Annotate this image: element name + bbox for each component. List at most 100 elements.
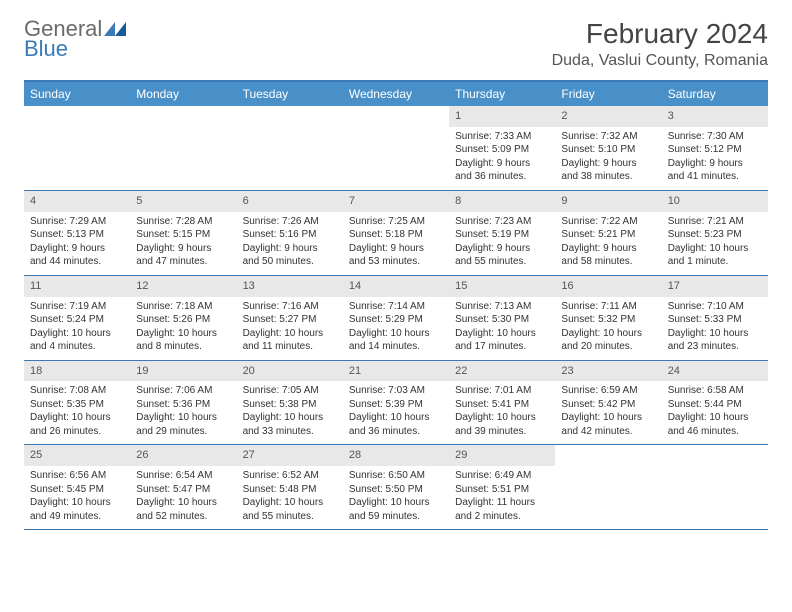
sunset-text: Sunset: 5:26 PM <box>136 313 230 327</box>
sunset-text: Sunset: 5:10 PM <box>561 143 655 157</box>
sunset-text: Sunset: 5:41 PM <box>455 398 549 412</box>
day-content: Sunrise: 7:13 AMSunset: 5:30 PMDaylight:… <box>449 297 555 360</box>
day-cell-empty <box>555 445 661 529</box>
day-number: 10 <box>662 191 768 212</box>
sunrise-text: Sunrise: 7:06 AM <box>136 384 230 398</box>
day-content: Sunrise: 7:30 AMSunset: 5:12 PMDaylight:… <box>662 127 768 190</box>
day-content: Sunrise: 6:49 AMSunset: 5:51 PMDaylight:… <box>449 466 555 529</box>
sunrise-text: Sunrise: 7:21 AM <box>668 215 762 229</box>
daylight-text: Daylight: 9 hours <box>561 242 655 256</box>
day-cell: 14Sunrise: 7:14 AMSunset: 5:29 PMDayligh… <box>343 276 449 360</box>
sunset-text: Sunset: 5:23 PM <box>668 228 762 242</box>
day-cell-empty <box>237 106 343 190</box>
day-number: 11 <box>24 276 130 297</box>
day-cell: 26Sunrise: 6:54 AMSunset: 5:47 PMDayligh… <box>130 445 236 529</box>
sunset-text: Sunset: 5:32 PM <box>561 313 655 327</box>
daylight-text: and 17 minutes. <box>455 340 549 354</box>
sunrise-text: Sunrise: 7:13 AM <box>455 300 549 314</box>
day-cell-empty <box>130 106 236 190</box>
day-cell: 19Sunrise: 7:06 AMSunset: 5:36 PMDayligh… <box>130 361 236 445</box>
daylight-text: Daylight: 10 hours <box>349 411 443 425</box>
day-cell: 1Sunrise: 7:33 AMSunset: 5:09 PMDaylight… <box>449 106 555 190</box>
day-cell: 24Sunrise: 6:58 AMSunset: 5:44 PMDayligh… <box>662 361 768 445</box>
day-cell: 13Sunrise: 7:16 AMSunset: 5:27 PMDayligh… <box>237 276 343 360</box>
day-content: Sunrise: 7:19 AMSunset: 5:24 PMDaylight:… <box>24 297 130 360</box>
sunset-text: Sunset: 5:38 PM <box>243 398 337 412</box>
sunrise-text: Sunrise: 7:16 AM <box>243 300 337 314</box>
day-content: Sunrise: 6:59 AMSunset: 5:42 PMDaylight:… <box>555 381 661 444</box>
daylight-text: and 4 minutes. <box>30 340 124 354</box>
day-content: Sunrise: 7:29 AMSunset: 5:13 PMDaylight:… <box>24 212 130 275</box>
sunrise-text: Sunrise: 6:59 AM <box>561 384 655 398</box>
sunrise-text: Sunrise: 7:29 AM <box>30 215 124 229</box>
daylight-text: Daylight: 9 hours <box>455 157 549 171</box>
daylight-text: Daylight: 10 hours <box>136 496 230 510</box>
day-cell: 22Sunrise: 7:01 AMSunset: 5:41 PMDayligh… <box>449 361 555 445</box>
daylight-text: and 33 minutes. <box>243 425 337 439</box>
day-content: Sunrise: 7:14 AMSunset: 5:29 PMDaylight:… <box>343 297 449 360</box>
day-number: 16 <box>555 276 661 297</box>
daylight-text: and 50 minutes. <box>243 255 337 269</box>
day-number: 12 <box>130 276 236 297</box>
week-row: 4Sunrise: 7:29 AMSunset: 5:13 PMDaylight… <box>24 191 768 276</box>
daylight-text: Daylight: 10 hours <box>30 411 124 425</box>
day-number: 4 <box>24 191 130 212</box>
daylight-text: Daylight: 10 hours <box>668 242 762 256</box>
sunset-text: Sunset: 5:13 PM <box>30 228 124 242</box>
day-cell: 2Sunrise: 7:32 AMSunset: 5:10 PMDaylight… <box>555 106 661 190</box>
day-content: Sunrise: 7:21 AMSunset: 5:23 PMDaylight:… <box>662 212 768 275</box>
weekday-friday: Friday <box>555 82 661 106</box>
sunrise-text: Sunrise: 6:58 AM <box>668 384 762 398</box>
day-cell: 11Sunrise: 7:19 AMSunset: 5:24 PMDayligh… <box>24 276 130 360</box>
daylight-text: and 38 minutes. <box>561 170 655 184</box>
day-number: 24 <box>662 361 768 382</box>
daylight-text: and 2 minutes. <box>455 510 549 524</box>
sunset-text: Sunset: 5:44 PM <box>668 398 762 412</box>
daylight-text: Daylight: 10 hours <box>349 327 443 341</box>
day-number: 20 <box>237 361 343 382</box>
daylight-text: and 11 minutes. <box>243 340 337 354</box>
sunset-text: Sunset: 5:12 PM <box>668 143 762 157</box>
daylight-text: Daylight: 10 hours <box>30 327 124 341</box>
day-cell: 18Sunrise: 7:08 AMSunset: 5:35 PMDayligh… <box>24 361 130 445</box>
weekday-sunday: Sunday <box>24 82 130 106</box>
daylight-text: Daylight: 11 hours <box>455 496 549 510</box>
day-number: 27 <box>237 445 343 466</box>
day-cell: 16Sunrise: 7:11 AMSunset: 5:32 PMDayligh… <box>555 276 661 360</box>
day-number: 28 <box>343 445 449 466</box>
title-block: February 2024 Duda, Vaslui County, Roman… <box>552 18 768 70</box>
sunrise-text: Sunrise: 7:19 AM <box>30 300 124 314</box>
sunrise-text: Sunrise: 6:52 AM <box>243 469 337 483</box>
daylight-text: and 36 minutes. <box>349 425 443 439</box>
sunset-text: Sunset: 5:19 PM <box>455 228 549 242</box>
sunrise-text: Sunrise: 7:03 AM <box>349 384 443 398</box>
sunrise-text: Sunrise: 7:10 AM <box>668 300 762 314</box>
day-content: Sunrise: 7:26 AMSunset: 5:16 PMDaylight:… <box>237 212 343 275</box>
daylight-text: Daylight: 10 hours <box>243 327 337 341</box>
sunrise-text: Sunrise: 6:50 AM <box>349 469 443 483</box>
day-number: 17 <box>662 276 768 297</box>
day-number: 21 <box>343 361 449 382</box>
weekday-tuesday: Tuesday <box>237 82 343 106</box>
day-cell: 12Sunrise: 7:18 AMSunset: 5:26 PMDayligh… <box>130 276 236 360</box>
daylight-text: and 8 minutes. <box>136 340 230 354</box>
day-number: 15 <box>449 276 555 297</box>
daylight-text: and 1 minute. <box>668 255 762 269</box>
sunrise-text: Sunrise: 7:23 AM <box>455 215 549 229</box>
sunrise-text: Sunrise: 7:28 AM <box>136 215 230 229</box>
daylight-text: and 41 minutes. <box>668 170 762 184</box>
day-content: Sunrise: 7:32 AMSunset: 5:10 PMDaylight:… <box>555 127 661 190</box>
day-content: Sunrise: 6:54 AMSunset: 5:47 PMDaylight:… <box>130 466 236 529</box>
day-number: 1 <box>449 106 555 127</box>
day-content: Sunrise: 6:56 AMSunset: 5:45 PMDaylight:… <box>24 466 130 529</box>
daylight-text: Daylight: 10 hours <box>243 411 337 425</box>
daylight-text: Daylight: 10 hours <box>243 496 337 510</box>
weekday-monday: Monday <box>130 82 236 106</box>
day-cell: 5Sunrise: 7:28 AMSunset: 5:15 PMDaylight… <box>130 191 236 275</box>
day-number: 19 <box>130 361 236 382</box>
daylight-text: and 53 minutes. <box>349 255 443 269</box>
sunset-text: Sunset: 5:51 PM <box>455 483 549 497</box>
weekday-saturday: Saturday <box>662 82 768 106</box>
sunrise-text: Sunrise: 6:54 AM <box>136 469 230 483</box>
sunrise-text: Sunrise: 7:14 AM <box>349 300 443 314</box>
